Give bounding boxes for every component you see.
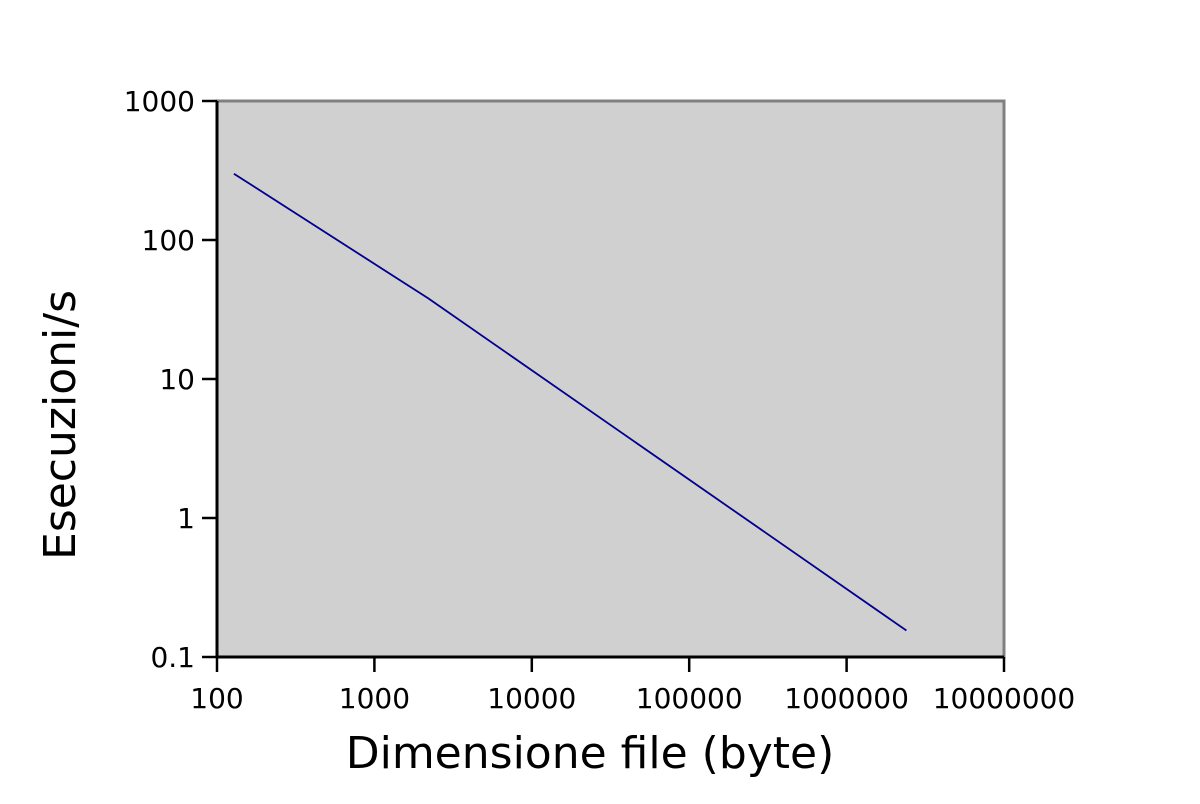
x-tick-label: 10000: [487, 682, 576, 715]
x-tick-label: 10000000: [933, 682, 1076, 715]
x-tick-label: 100: [190, 682, 243, 715]
plot-area: [215, 99, 1006, 659]
x-axis-title: Dimensione file (byte): [346, 728, 835, 779]
y-tick-label: 1000: [124, 85, 195, 118]
y-axis-title: Esecuzioni/s: [35, 290, 86, 560]
y-tick-label: 10: [159, 363, 195, 396]
x-tick-label: 1000000: [784, 682, 909, 715]
y-axis-ticks: 0.1 1 10 100 1000: [124, 85, 217, 674]
x-tick-label: 1000: [339, 682, 410, 715]
series-layer: [233, 172, 907, 632]
y-tick-label: 0.1: [150, 641, 195, 674]
x-tick-label: 100000: [636, 682, 743, 715]
x-axis-ticks: 100 1000 10000 100000 1000000 10000000: [190, 657, 1075, 715]
series-line: [233, 172, 907, 632]
y-tick-label: 100: [142, 224, 195, 257]
y-tick-label: 1: [177, 502, 195, 535]
